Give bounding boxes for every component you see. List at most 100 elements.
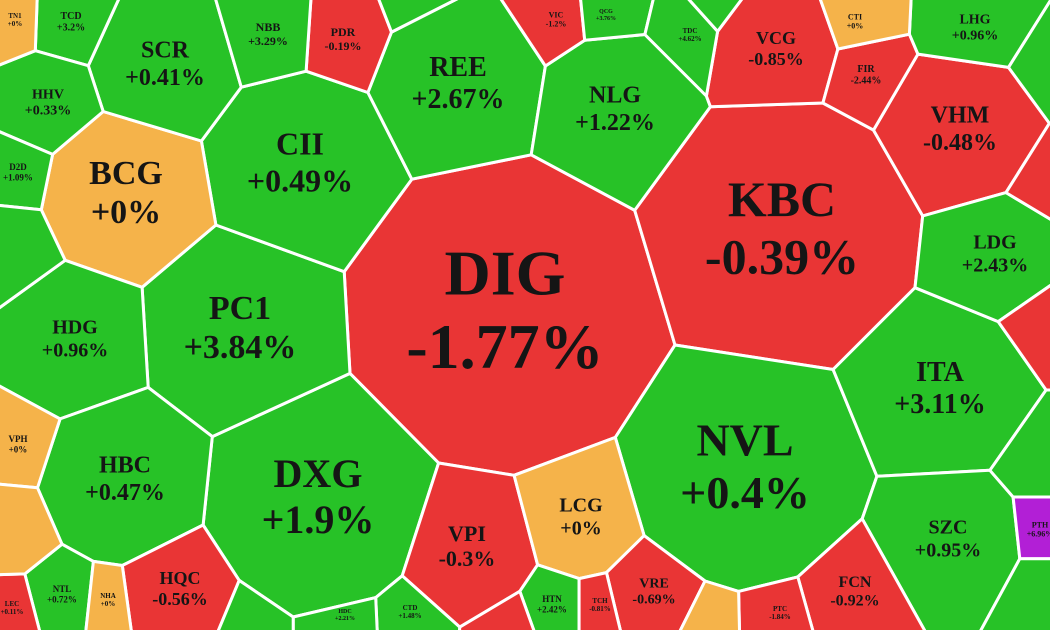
- ticker: D2D: [9, 162, 27, 172]
- change: +1.09%: [3, 172, 33, 182]
- change: -1.84%: [769, 613, 791, 621]
- change: +0.33%: [25, 104, 71, 119]
- ticker: HQC: [159, 568, 200, 588]
- change: +3.76%: [596, 16, 616, 22]
- ticker: VIC: [549, 10, 564, 19]
- change: +0%: [847, 22, 864, 31]
- ticker: NLG: [589, 82, 641, 108]
- ticker: KBC: [728, 171, 836, 227]
- change: +0.11%: [1, 608, 24, 616]
- stock-cell: [577, 571, 622, 630]
- change: +2.42%: [537, 604, 567, 614]
- change: +1.22%: [575, 110, 655, 136]
- ticker: ITA: [916, 357, 964, 388]
- ticker: NBB: [256, 20, 281, 34]
- change: +3.2%: [57, 22, 85, 33]
- change: +3.29%: [248, 34, 288, 48]
- change: -0.69%: [632, 593, 675, 608]
- change: +0%: [8, 20, 23, 28]
- ticker: VPH: [9, 434, 28, 444]
- ticker: SZC: [929, 517, 968, 539]
- change: +0.95%: [915, 540, 981, 562]
- ticker: VHM: [931, 102, 990, 128]
- ticker: TCH: [592, 597, 608, 605]
- stock-cell: [458, 589, 536, 630]
- ticker: PTC: [773, 605, 787, 613]
- stock-cell: [579, 0, 655, 42]
- change: +1.9%: [262, 497, 375, 542]
- ticker: CTD: [403, 604, 418, 612]
- change: +0.47%: [85, 480, 165, 506]
- change: +3.84%: [184, 329, 297, 366]
- change: -0.19%: [325, 39, 362, 53]
- change: +2.43%: [962, 255, 1028, 277]
- ticker: LHG: [959, 13, 990, 28]
- change: -0.81%: [589, 605, 611, 613]
- ticker: REE: [429, 52, 487, 83]
- ticker: VCG: [756, 28, 796, 48]
- stock-cell: [216, 578, 295, 630]
- ticker: PTH: [1032, 520, 1049, 529]
- change: -0.85%: [748, 49, 804, 69]
- ticker: TN1: [8, 12, 22, 20]
- change: +0%: [9, 444, 28, 454]
- change: +0.41%: [125, 65, 205, 91]
- ticker: DIG: [445, 237, 566, 308]
- ticker: HBC: [99, 452, 151, 478]
- ticker: HDC: [338, 609, 351, 615]
- stock-cell: [643, 0, 720, 98]
- stock-cell: [996, 283, 1050, 392]
- ticker: HHV: [32, 88, 64, 103]
- ticker: CII: [276, 126, 324, 162]
- change: +0%: [91, 194, 161, 231]
- change: -0.39%: [705, 228, 859, 284]
- change: +0%: [560, 518, 601, 540]
- ticker: FCN: [839, 574, 872, 591]
- change: -1.77%: [406, 311, 603, 382]
- stock-cell: [0, 204, 67, 310]
- stock-cell: [84, 559, 133, 630]
- change: +0.72%: [47, 594, 77, 604]
- change: +3.11%: [894, 389, 985, 420]
- change: +0.96%: [42, 340, 108, 362]
- ticker: VPI: [448, 521, 486, 546]
- ticker: NTL: [53, 584, 72, 594]
- stock-cell: [687, 0, 744, 33]
- ticker: CTI: [848, 12, 862, 21]
- stock-cell: [818, 0, 913, 51]
- ticker: BCG: [89, 155, 163, 192]
- change: +2.67%: [412, 84, 505, 115]
- stock-cell: [214, 0, 313, 89]
- change: +0.4%: [680, 467, 810, 518]
- change: -0.56%: [152, 589, 208, 609]
- change: -1.2%: [546, 20, 567, 29]
- stock-cell: [377, 0, 459, 34]
- ticker: HTN: [542, 594, 562, 604]
- change: -0.3%: [439, 546, 496, 571]
- ticker: NVL: [696, 414, 793, 465]
- ticker: PC1: [209, 290, 271, 327]
- stock-cell: [1007, 0, 1050, 125]
- ticker: DXG: [274, 451, 363, 496]
- change: -2.44%: [851, 75, 882, 86]
- change: -0.48%: [923, 130, 997, 156]
- stock-cell: [0, 0, 39, 67]
- ticker: VRE: [639, 577, 669, 592]
- ticker: HDG: [52, 317, 98, 339]
- ticker: QCG: [599, 9, 613, 15]
- stock-cell: [0, 130, 55, 212]
- change: +1.48%: [398, 612, 421, 620]
- change: +6.96%: [1027, 530, 1050, 539]
- change: +2.21%: [335, 616, 355, 622]
- change: +0%: [101, 600, 116, 608]
- ticker: FIR: [857, 64, 875, 75]
- ticker: NHA: [100, 592, 116, 600]
- stock-cell: [979, 557, 1050, 630]
- stock-cell: [0, 482, 64, 577]
- stock-cell: [678, 579, 741, 630]
- ticker: LDG: [973, 232, 1017, 254]
- ticker: LEC: [5, 600, 19, 608]
- change: +0.96%: [952, 29, 998, 44]
- ticker: PDR: [331, 25, 356, 39]
